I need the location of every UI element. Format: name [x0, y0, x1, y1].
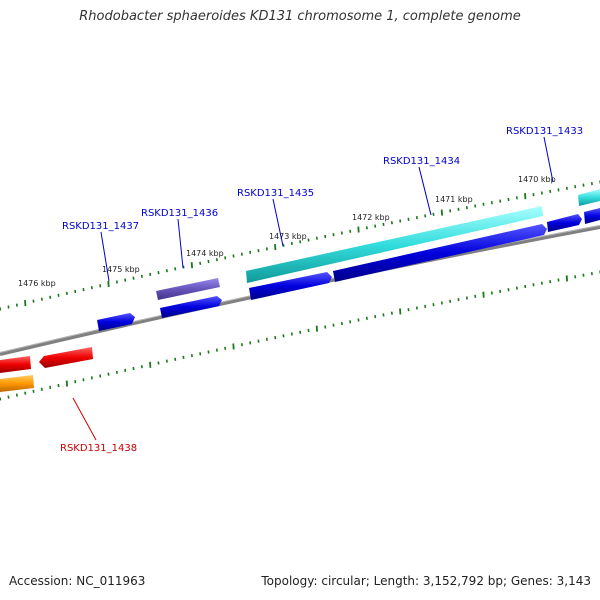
- gene-label-rskd131-1436[interactable]: RSKD131_1436: [141, 208, 218, 219]
- gene-label-rskd131-1438[interactable]: RSKD131_1438: [60, 443, 137, 454]
- cds-right-edge[interactable]: [584, 208, 600, 224]
- cds-1433-cyan[interactable]: [578, 189, 600, 206]
- cds-left-orange[interactable]: [0, 375, 34, 392]
- tick-row-outer: [0, 180, 600, 311]
- kbp-label-1473: 1473 kbp: [269, 232, 307, 241]
- cds-1434[interactable]: [333, 224, 547, 282]
- map-title: Rhodobacter sphaeroides KD131 chromosome…: [79, 9, 521, 24]
- cds-left-red[interactable]: [0, 356, 31, 373]
- cds-1435-cyan[interactable]: [246, 206, 543, 283]
- tick-row-inner: [0, 270, 600, 401]
- cds-1436-blue[interactable]: [160, 296, 222, 318]
- gene-label-rskd131-1433[interactable]: RSKD131_1433: [506, 126, 583, 137]
- cds-1436-purple[interactable]: [156, 278, 220, 300]
- cds-1438[interactable]: [39, 347, 93, 368]
- leader-lines: [72, 136, 554, 441]
- gene-label-rskd131-1437[interactable]: RSKD131_1437: [62, 221, 139, 232]
- kbp-labels: 1476 kbp 1475 kbp 1474 kbp 1473 kbp 1472…: [18, 175, 556, 288]
- kbp-label-1474: 1474 kbp: [186, 249, 224, 258]
- kbp-label-1470: 1470 kbp: [518, 175, 556, 184]
- chromosome-backbone: [0, 225, 600, 356]
- cds-1435[interactable]: [249, 272, 332, 300]
- cds-1437[interactable]: [97, 313, 135, 331]
- kbp-label-1472: 1472 kbp: [352, 213, 390, 222]
- cds-1433[interactable]: [547, 214, 582, 232]
- gene-label-rskd131-1434[interactable]: RSKD131_1434: [383, 156, 460, 167]
- feature-blocks: [0, 189, 600, 392]
- summary-text: Topology: circular; Length: 3,152,792 bp…: [261, 574, 591, 588]
- kbp-label-1475: 1475 kbp: [102, 265, 140, 274]
- kbp-label-1471: 1471 kbp: [435, 195, 473, 204]
- gene-label-rskd131-1435[interactable]: RSKD131_1435: [237, 188, 314, 199]
- gene-labels: RSKD131_1433 RSKD131_1434 RSKD131_1435 R…: [60, 126, 583, 454]
- kbp-label-1476: 1476 kbp: [18, 279, 56, 288]
- accession-text: Accession: NC_011963: [9, 574, 146, 588]
